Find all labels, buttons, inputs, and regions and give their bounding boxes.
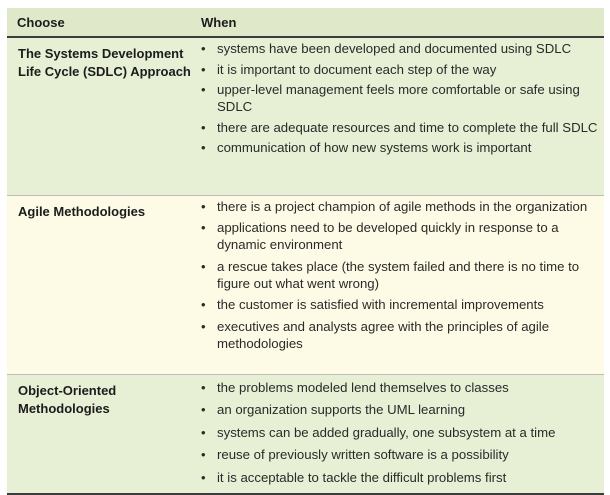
bullet-icon: • <box>201 41 206 56</box>
bullet-icon: • <box>201 424 206 440</box>
condition-item: • a rescue takes place (the system failed… <box>201 258 580 291</box>
choose-cell: The Systems Development Life Cycle (SDLC… <box>7 37 195 196</box>
condition-item: • the problems modeled lend themselves to… <box>201 379 509 395</box>
bullet-icon: • <box>201 119 206 135</box>
condition-item: • systems have been developed and documen… <box>201 41 572 56</box>
condition-item: • communication of how new systems work i… <box>201 140 532 155</box>
condition-item: • applications need to be developed quick… <box>201 220 559 252</box>
bullet-icon: • <box>201 318 206 334</box>
table-header-row: Choose When <box>7 8 604 38</box>
bullet-icon: • <box>201 402 206 417</box>
table-row-object-oriented: Object-Oriented Methodologies • the probl… <box>7 374 604 495</box>
condition-list: • there is a project champion of agile me… <box>201 198 600 352</box>
condition-list: • systems have been developed and documen… <box>201 40 600 156</box>
bullet-icon: • <box>201 82 206 97</box>
header-when: When <box>195 8 604 38</box>
bullet-icon: • <box>201 379 206 395</box>
condition-item: • an organization supports the UML learni… <box>201 402 466 417</box>
bullet-icon: • <box>201 297 206 312</box>
condition-item: • there are adequate resources and time t… <box>201 119 598 135</box>
bullet-icon: • <box>201 258 206 274</box>
bullet-icon: • <box>201 140 206 155</box>
bullet-icon: • <box>201 220 206 235</box>
condition-item: • the customer is satisfied with incremen… <box>201 297 544 312</box>
bullet-icon: • <box>201 447 206 462</box>
bullet-icon: • <box>201 61 206 77</box>
condition-item: • executives and analysts agree with the … <box>201 318 550 351</box>
bullet-icon: • <box>201 469 206 485</box>
table-row-sdlc: The Systems Development Life Cycle (SDLC… <box>7 37 604 196</box>
when-cell: • there is a project champion of agile me… <box>195 195 604 375</box>
choose-cell: Object-Oriented Methodologies <box>7 374 195 495</box>
when-cell: • the problems modeled lend themselves to… <box>195 374 604 495</box>
header-choose: Choose <box>7 8 195 38</box>
condition-list: • the problems modeled lend themselves to… <box>201 379 600 486</box>
condition-item: • reuse of previously written software is… <box>201 447 509 462</box>
condition-item: • systems can be added gradually, one sub… <box>201 424 556 440</box>
condition-item: • it is acceptable to tackle the difficul… <box>201 469 507 485</box>
table-row-agile: Agile Methodologies • there is a project … <box>7 195 604 375</box>
condition-item: • upper-level management feels more comfo… <box>201 82 580 114</box>
methodology-table-container: Choose When The Systems Development Life… <box>7 8 604 495</box>
choose-cell: Agile Methodologies <box>7 195 195 375</box>
methodology-table: Choose When The Systems Development Life… <box>7 8 604 495</box>
bullet-icon: • <box>201 198 206 214</box>
condition-item: • it is important to document each step o… <box>201 61 497 77</box>
condition-item: • there is a project champion of agile me… <box>201 198 588 214</box>
when-cell: • systems have been developed and documen… <box>195 37 604 196</box>
